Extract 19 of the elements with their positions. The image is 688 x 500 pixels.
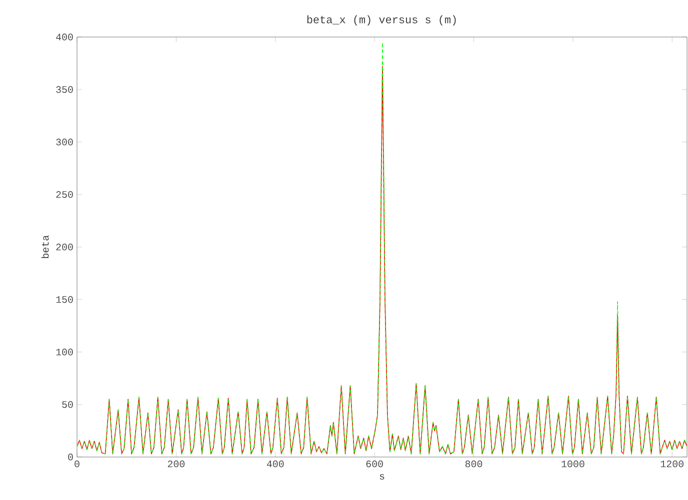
x-tick-label: 800 <box>465 460 482 468</box>
y-tick-label: 50 <box>62 401 73 408</box>
y-tick-label: 0 <box>68 454 73 460</box>
y-tick-label: 300 <box>56 138 73 146</box>
x-tick-label: 600 <box>366 460 383 468</box>
y-tick-label: 350 <box>56 86 73 93</box>
y-tick-label: 250 <box>56 191 73 198</box>
y-tick-label: 100 <box>56 348 73 356</box>
chart-title: beta_x (m) versus s (m) <box>307 15 456 26</box>
x-axis-title: s <box>380 474 384 480</box>
x-tick-label: 0 <box>74 460 80 468</box>
y-tick-label: 400 <box>56 34 73 40</box>
x-tick-label: 1200 <box>660 460 684 468</box>
x-tick-label: 400 <box>266 460 284 468</box>
y-axis-title: beta <box>41 235 49 258</box>
x-tick-label: 1000 <box>562 460 584 468</box>
y-tick-label: 150 <box>56 296 73 303</box>
x-tick-label: 200 <box>168 460 185 468</box>
y-tick-label: 200 <box>56 244 73 250</box>
